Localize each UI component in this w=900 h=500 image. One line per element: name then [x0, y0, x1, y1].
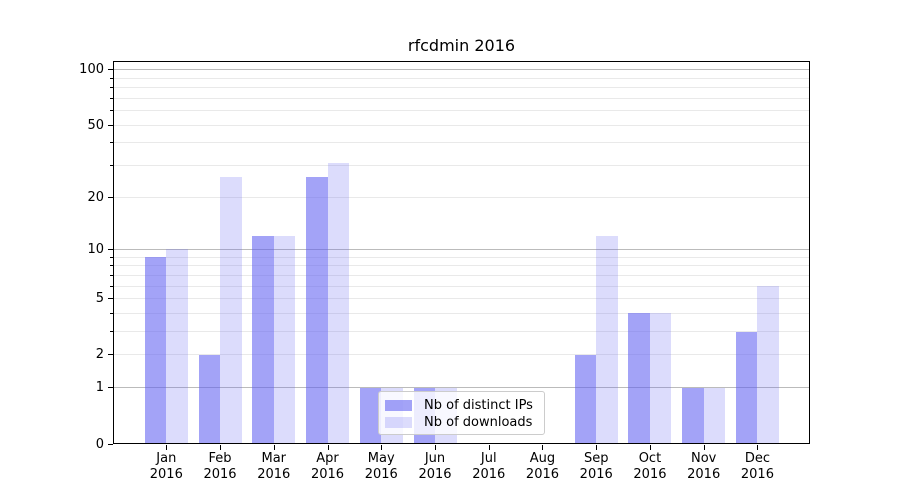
- y-minor-tick-mark: [110, 354, 113, 356]
- gridline-minor: [113, 196, 810, 198]
- x-tick-mark: [703, 445, 705, 450]
- y-tick-mark: [108, 443, 113, 445]
- y-tick-label: 2: [95, 347, 104, 363]
- x-tick-label: Nov 2016: [687, 451, 721, 482]
- y-tick-mark: [108, 387, 113, 389]
- y-minor-tick-mark: [110, 265, 113, 267]
- bar-downloads: [327, 162, 350, 444]
- legend-swatch-downloads: [385, 416, 412, 428]
- y-minor-tick-mark: [110, 285, 113, 287]
- x-tick-mark: [273, 445, 275, 450]
- gridline-minor: [113, 331, 810, 333]
- gridline-major: [113, 69, 810, 71]
- x-tick-mark: [327, 445, 329, 450]
- gridline-major: [113, 387, 810, 389]
- bar-downloads: [596, 235, 618, 444]
- y-tick-label: 0: [95, 436, 104, 452]
- x-tick-label: Dec 2016: [740, 451, 774, 482]
- x-tick-label: Apr 2016: [310, 451, 345, 482]
- bar-downloads: [757, 286, 779, 444]
- bar-distinct-ips: [628, 313, 650, 444]
- bar-downloads: [703, 387, 726, 444]
- x-tick-mark: [435, 445, 436, 450]
- y-minor-tick-mark: [110, 256, 113, 258]
- x-tick-label: May 2016: [364, 451, 398, 482]
- legend: Nb of distinct IPs Nb of downloads: [378, 391, 545, 435]
- y-tick-mark: [108, 248, 113, 250]
- gridline-minor: [113, 298, 810, 300]
- y-tick-label: 1: [95, 380, 104, 396]
- x-tick-mark: [381, 445, 383, 450]
- bar-downloads: [220, 176, 242, 444]
- x-tick-label: Jul 2016: [472, 451, 506, 482]
- y-minor-tick-mark: [110, 274, 113, 276]
- bar-downloads: [273, 235, 296, 444]
- y-minor-tick-mark: [110, 312, 113, 314]
- y-minor-tick-mark: [110, 77, 113, 79]
- bar-distinct-ips: [144, 257, 167, 444]
- x-tick-label: Aug 2016: [525, 451, 560, 482]
- x-tick-mark: [220, 445, 222, 450]
- gridline-minor: [113, 274, 810, 276]
- y-tick-label: 10: [87, 241, 104, 257]
- x-tick-mark: [488, 445, 490, 450]
- bar-distinct-ips: [306, 176, 328, 444]
- y-tick-label: 20: [87, 189, 104, 205]
- y-tick-mark: [108, 69, 113, 71]
- x-tick-label: Oct 2016: [633, 451, 667, 482]
- y-minor-tick-mark: [110, 298, 113, 300]
- gridline-minor: [113, 97, 810, 99]
- legend-entry-downloads: Nb of downloads: [385, 414, 536, 430]
- x-tick-mark: [166, 445, 168, 450]
- x-tick-label: Mar 2016: [257, 451, 291, 482]
- x-tick-label: Sep 2016: [579, 451, 613, 482]
- y-minor-tick-mark: [110, 110, 113, 111]
- y-minor-tick-mark: [110, 97, 113, 99]
- bar-distinct-ips: [574, 354, 597, 444]
- gridline-minor: [113, 285, 810, 287]
- bar-downloads: [166, 249, 188, 444]
- x-tick-label: Jun 2016: [418, 451, 452, 482]
- gridline-minor: [113, 265, 810, 267]
- gridline-major: [113, 248, 810, 250]
- legend-swatch-distinct-ips: [385, 399, 412, 411]
- x-tick-label: Feb 2016: [203, 451, 237, 482]
- gridline-minor: [113, 164, 810, 166]
- y-minor-tick-mark: [110, 164, 113, 166]
- legend-label-downloads: Nb of downloads: [424, 414, 533, 430]
- bar-downloads: [649, 313, 672, 444]
- y-minor-tick-mark: [110, 124, 113, 126]
- x-tick-mark: [542, 445, 544, 450]
- x-tick-mark: [757, 445, 759, 450]
- legend-label-distinct-ips: Nb of distinct IPs: [424, 397, 533, 413]
- x-tick-mark: [649, 445, 651, 450]
- gridline-minor: [113, 312, 810, 314]
- gridline-minor: [113, 142, 810, 144]
- bar-distinct-ips: [735, 331, 758, 444]
- gridline-minor: [113, 110, 810, 111]
- bar-distinct-ips: [198, 354, 221, 444]
- gridline-minor: [113, 124, 810, 126]
- legend-entry-distinct-ips: Nb of distinct IPs: [385, 397, 536, 413]
- bar-distinct-ips: [682, 387, 704, 444]
- bar-distinct-ips: [252, 235, 274, 444]
- y-tick-label: 5: [95, 291, 104, 307]
- chart-title: rfcdmin 2016: [407, 36, 516, 55]
- x-tick-label: Jan 2016: [149, 451, 183, 482]
- gridline-minor: [113, 256, 810, 258]
- y-minor-tick-mark: [110, 196, 113, 198]
- y-tick-label: 100: [79, 62, 104, 78]
- x-tick-mark: [596, 445, 598, 450]
- bar-distinct-ips: [359, 387, 382, 444]
- y-minor-tick-mark: [110, 142, 113, 144]
- gridline-minor: [113, 86, 810, 88]
- y-minor-tick-mark: [110, 86, 113, 88]
- gridline-minor: [113, 354, 810, 356]
- gridline-minor: [113, 77, 810, 79]
- y-tick-label: 50: [87, 117, 104, 133]
- y-minor-tick-mark: [110, 331, 113, 333]
